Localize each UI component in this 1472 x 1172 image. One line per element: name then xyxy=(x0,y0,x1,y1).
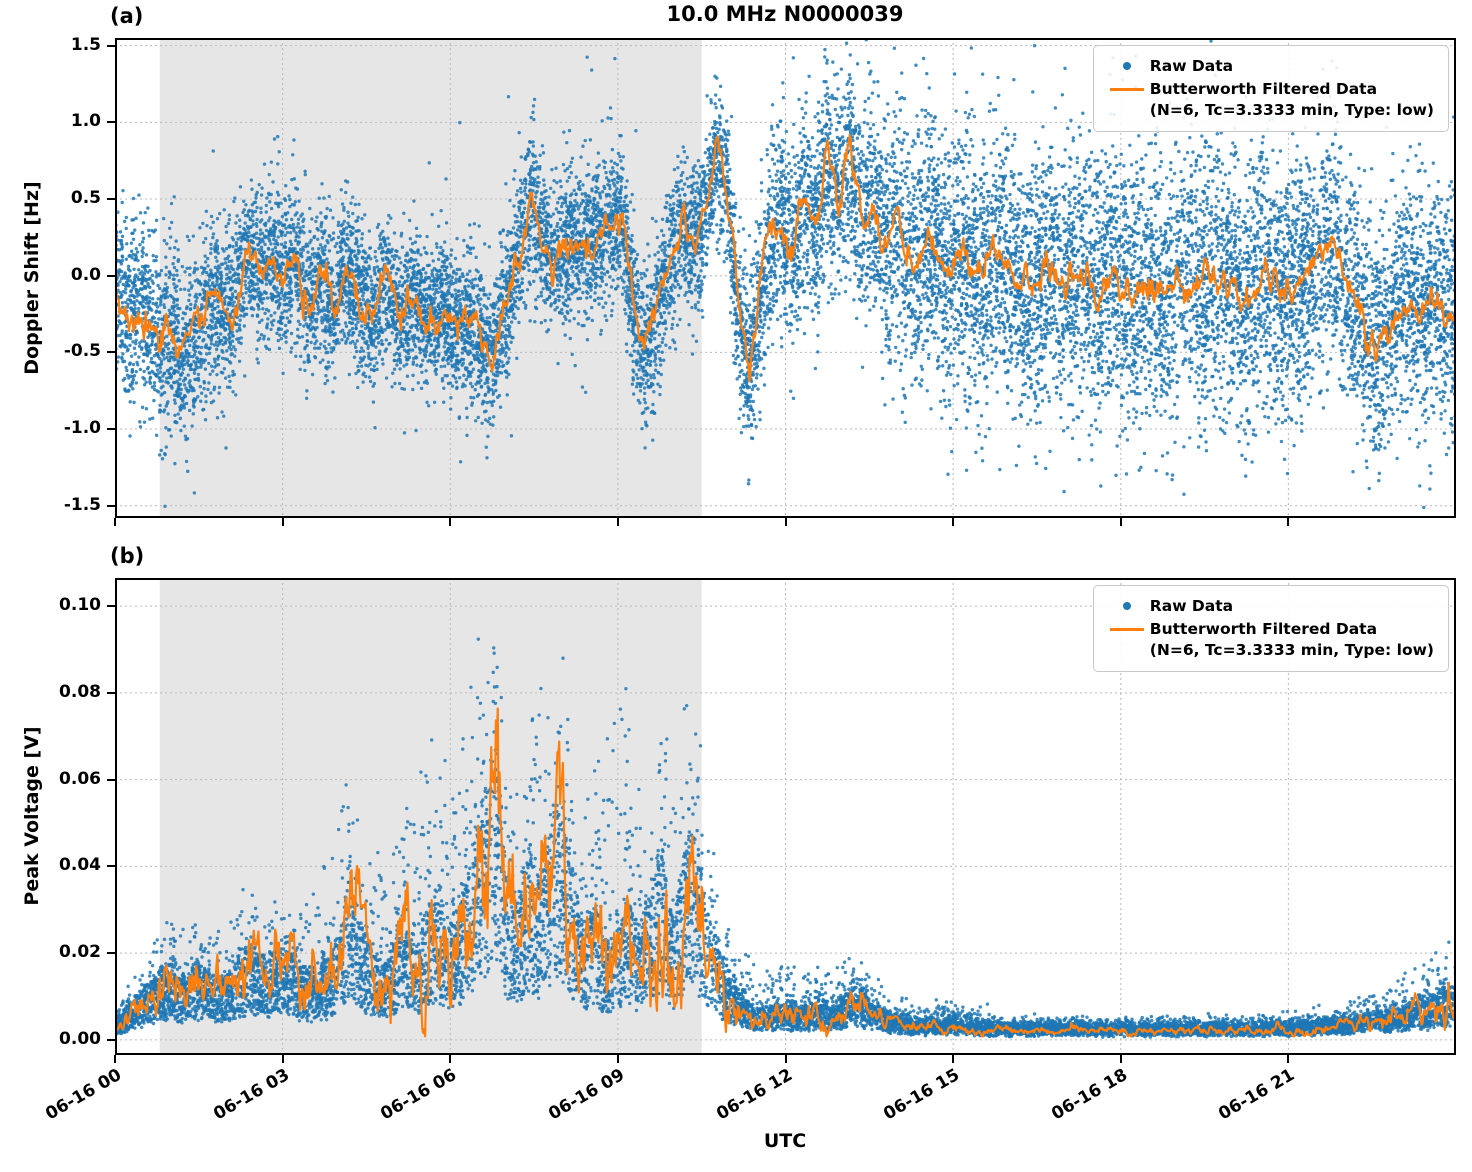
y-tick-label: 0.10 xyxy=(59,595,101,616)
x-tick-label: 06-16 06 xyxy=(377,1065,461,1125)
x-axis-label: UTC xyxy=(763,1130,807,1152)
filtered-line-marker xyxy=(1104,619,1150,631)
y-tick-mark xyxy=(107,865,115,868)
y-tick-label: 0.04 xyxy=(59,855,101,876)
legend-raw-row: Raw Data xyxy=(1104,56,1434,77)
legend-filtered-row: Butterworth Filtered Data (N=6, Tc=3.3333… xyxy=(1104,79,1434,121)
y-tick-label: 0.02 xyxy=(59,942,101,963)
legend-raw-label: Raw Data xyxy=(1149,597,1234,615)
y-tick-label: -1.0 xyxy=(63,418,101,439)
y-tick-mark xyxy=(107,1038,115,1041)
legend-filtered-sublabel: (N=6, Tc=3.3333 min, Type: low) xyxy=(1149,100,1434,119)
legend-filtered-text: Butterworth Filtered Data (N=6, Tc=3.3333… xyxy=(1150,619,1434,661)
raw-data-dot-marker xyxy=(1104,596,1150,610)
y-tick-mark xyxy=(107,504,115,507)
legend-filtered-row: Butterworth Filtered Data (N=6, Tc=3.3333… xyxy=(1104,619,1434,661)
x-tick-mark xyxy=(784,518,787,526)
y-tick-mark xyxy=(107,428,115,431)
x-tick-mark xyxy=(952,1055,955,1063)
y-tick-label: 0.06 xyxy=(59,768,101,789)
x-tick-mark xyxy=(616,1055,619,1063)
y-tick-label: -0.5 xyxy=(63,341,101,362)
panel-a-y-axis-label: Doppler Shift [Hz] xyxy=(21,181,43,375)
x-tick-label: 06-16 15 xyxy=(880,1065,964,1125)
x-tick-mark xyxy=(784,1055,787,1063)
raw-data-dot-marker xyxy=(1104,56,1150,70)
x-tick-label: 06-16 21 xyxy=(1215,1065,1299,1125)
panel-a-label: (a) xyxy=(110,4,144,28)
y-tick-mark xyxy=(107,351,115,354)
x-tick-mark xyxy=(616,518,619,526)
y-tick-mark xyxy=(107,952,115,955)
y-tick-label: 0.00 xyxy=(59,1028,101,1049)
panel-a-legend: Raw Data Butterworth Filtered Data (N=6, … xyxy=(1092,45,1449,132)
y-tick-mark xyxy=(107,198,115,201)
x-tick-mark xyxy=(1287,1055,1290,1063)
x-tick-label: 06-16 12 xyxy=(712,1065,796,1125)
y-tick-mark xyxy=(107,778,115,781)
y-tick-label: 1.5 xyxy=(70,34,101,55)
x-tick-label: 06-16 09 xyxy=(545,1065,628,1125)
legend-raw-row: Raw Data xyxy=(1104,596,1434,617)
filtered-line-marker xyxy=(1104,79,1150,91)
x-tick-label: 06-16 00 xyxy=(42,1065,125,1125)
x-tick-mark xyxy=(1119,518,1122,526)
y-tick-mark xyxy=(107,605,115,608)
y-tick-label: 0.0 xyxy=(70,264,101,285)
x-tick-mark xyxy=(281,1055,284,1063)
x-tick-mark xyxy=(114,1055,116,1063)
legend-raw-label: Raw Data xyxy=(1149,57,1234,75)
x-tick-mark xyxy=(449,1055,452,1063)
figure-title: 10.0 MHz N0000039 xyxy=(666,2,904,26)
legend-filtered-label: Butterworth Filtered Data xyxy=(1149,79,1378,98)
y-tick-label: 0.5 xyxy=(70,188,101,209)
legend-filtered-text: Butterworth Filtered Data (N=6, Tc=3.3333… xyxy=(1150,79,1434,121)
y-tick-label: -1.5 xyxy=(63,494,101,515)
panel-a-plot-area: Raw Data Butterworth Filtered Data (N=6, … xyxy=(115,38,1456,518)
y-tick-mark xyxy=(107,274,115,277)
legend-filtered-sublabel: (N=6, Tc=3.3333 min, Type: low) xyxy=(1149,640,1434,659)
x-tick-mark xyxy=(952,518,955,526)
x-tick-mark xyxy=(114,518,116,526)
x-tick-mark xyxy=(1119,1055,1122,1063)
x-tick-mark xyxy=(1287,518,1290,526)
legend-filtered-label: Butterworth Filtered Data xyxy=(1149,619,1378,638)
panel-b-y-axis-label: Peak Voltage [V] xyxy=(21,726,43,906)
panel-b-plot-area: Raw Data Butterworth Filtered Data (N=6, … xyxy=(115,578,1456,1055)
x-tick-mark xyxy=(281,518,284,526)
y-tick-mark xyxy=(107,691,115,694)
y-tick-label: 0.08 xyxy=(59,681,101,702)
x-tick-label: 06-16 18 xyxy=(1048,1065,1131,1125)
x-tick-mark xyxy=(449,518,452,526)
panel-b-legend: Raw Data Butterworth Filtered Data (N=6, … xyxy=(1092,585,1449,672)
x-tick-label: 06-16 03 xyxy=(209,1065,293,1125)
panel-b-label: (b) xyxy=(110,544,145,568)
y-tick-mark xyxy=(107,121,115,124)
y-tick-mark xyxy=(107,44,115,47)
y-tick-label: 1.0 xyxy=(70,111,101,132)
